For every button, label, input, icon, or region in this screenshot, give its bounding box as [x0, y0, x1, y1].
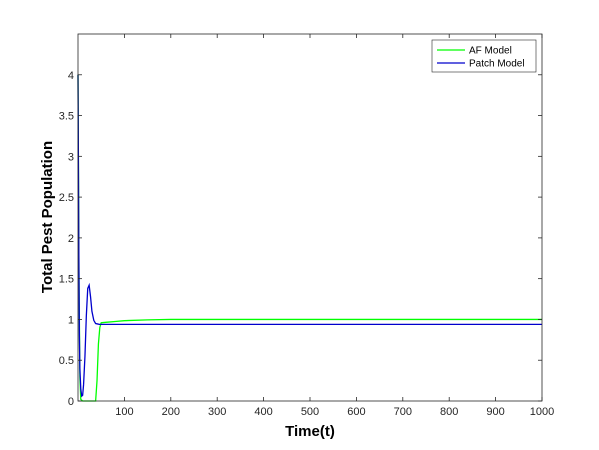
- y-tick-label: 1: [68, 314, 74, 326]
- y-tick-label: 4: [68, 70, 74, 82]
- x-tick-label: 100: [115, 406, 133, 418]
- legend-label-patch-model: Patch Model: [469, 59, 525, 70]
- x-tick-label: 600: [347, 406, 365, 418]
- y-tick-label: 0: [68, 396, 74, 408]
- y-tick-label: 2: [68, 233, 74, 245]
- y-axis-ticks: 0 0.5 1 1.5 2 2.5 3 3.5 4: [59, 70, 542, 408]
- x-tick-label: 800: [440, 406, 458, 418]
- legend-box: [431, 39, 537, 73]
- legend-label-af-model: AF Model: [469, 46, 512, 57]
- x-axis-label: Time(t): [285, 423, 335, 440]
- legend: AF Model Patch Model: [431, 39, 537, 73]
- plot-area: [78, 34, 542, 401]
- y-tick-label: 3.5: [59, 111, 74, 123]
- y-tick-label: 0.5: [59, 355, 74, 367]
- x-axis-ticks: 100 200 300 400 500 600 700 800 900 1000: [115, 34, 554, 418]
- x-tick-label: 900: [486, 406, 504, 418]
- y-tick-label: 3: [68, 151, 74, 163]
- x-tick-label: 300: [208, 406, 226, 418]
- x-tick-label: 200: [162, 406, 180, 418]
- y-tick-label: 1.5: [59, 274, 74, 286]
- series-layer: [77, 74, 542, 402]
- y-axis-label: Total Pest Population: [39, 141, 56, 293]
- y-tick-label: 2.5: [59, 192, 74, 204]
- x-tick-label: 400: [254, 406, 272, 418]
- x-tick-label: 1000: [530, 406, 554, 418]
- series-line-patch-model: [77, 74, 542, 398]
- x-tick-label: 500: [301, 406, 319, 418]
- x-tick-label: 700: [394, 406, 412, 418]
- series-line-af-model: [77, 74, 542, 402]
